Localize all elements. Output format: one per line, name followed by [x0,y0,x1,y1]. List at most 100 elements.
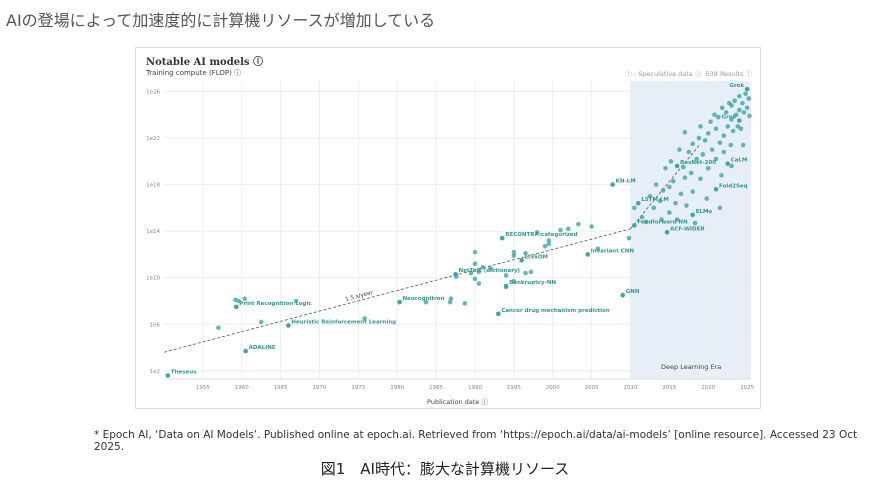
point-label: Fold2Seq [719,183,748,189]
data-point [657,198,663,204]
data-point [647,193,653,199]
point-label: Grok [722,115,737,121]
point-label: CaLM [731,158,748,164]
labeled-data-point [165,373,171,378]
data-point [242,296,248,301]
x-tick-label: 1955 [196,385,210,391]
data-point [690,189,695,194]
data-point [717,140,723,145]
labeled-data-point [737,118,742,123]
labeled-data-point [234,304,239,310]
data-point [472,276,478,282]
labeled-data-point [585,252,591,257]
point-label: GNN [626,289,640,295]
data-point [690,141,695,147]
labeled-data-point [286,323,291,328]
data-point [743,91,748,97]
x-tick-label: 2010 [623,385,637,391]
data-point [740,142,746,148]
data-point [236,298,241,304]
labeled-data-point [632,223,637,228]
data-point [698,176,703,182]
labeled-data-point [713,186,719,192]
data-point [698,124,703,129]
labeled-data-point [496,311,501,317]
results-count: 538 Results ⓘ [705,70,752,78]
labeled-data-point [453,271,458,277]
y-tick-label: 1e22 [146,136,160,142]
point-label: Print Recognition Logic [239,301,311,307]
data-point [694,156,699,162]
data-point [546,241,552,247]
data-point [684,203,689,208]
data-point [476,269,482,275]
data-point [716,114,721,120]
region-label: Deep Learning Era [661,363,721,371]
data-point [688,170,694,176]
data-point [719,172,724,178]
chart-meta: ⓘ : Speculative data ⓘ 538 Results ⓘ [625,68,752,78]
data-point [659,217,664,222]
x-tick-label: 2020 [701,385,715,391]
x-axis-label: Publication date ⓘ [427,398,488,406]
data-point [730,128,736,134]
footnote: * Epoch AI, ‘Data on AI Models’. Publish… [94,429,858,453]
data-point [589,224,594,229]
data-point [503,273,509,278]
point-label: ELMo [696,209,713,215]
y-tick-label: 1e2 [150,369,160,375]
x-tick-label: 1980 [390,385,404,391]
data-point [677,147,682,152]
data-point [423,299,429,305]
scatter-plot: 1955 1960 1965 1970 1975 1980 1985 1990 1995 2000… [146,81,755,406]
data-point [725,124,730,129]
data-point [729,117,734,122]
labeled-data-point [674,163,680,169]
labeled-data-point [397,299,402,305]
data-point [511,253,517,258]
data-point [643,219,649,225]
data-point [737,93,742,99]
data-point [692,220,698,226]
y-tick-label: 1e6 [150,322,161,328]
labeled-data-point [744,86,750,92]
data-point [705,131,711,136]
data-point [362,316,367,321]
x-tick-label: 1970 [312,385,326,391]
data-point [682,129,688,135]
data-point [626,235,632,241]
labeled-data-point [635,200,641,206]
data-point [523,270,528,276]
data-point [651,205,657,211]
data-point [670,178,676,184]
data-point [472,261,478,267]
x-tick-label: 2025 [740,385,754,391]
data-point [744,105,750,111]
data-point [738,126,744,132]
x-tick-label: 1975 [351,385,365,391]
data-point [660,188,666,193]
y-tick-label: 1e14 [146,229,160,235]
data-point [702,138,708,143]
data-point [717,205,723,211]
data-point [729,163,734,169]
data-point [713,126,719,132]
data-point [733,112,739,118]
data-point [673,200,678,206]
data-point [682,175,688,180]
data-point [632,205,637,211]
point-label: Heuristic Reinforcement Learning [291,319,396,325]
chart-card: Notable AI models ⓘ Training compute (FL… [135,47,761,409]
x-tick-label: 2005 [585,385,599,391]
dl-trend-line [630,143,701,230]
x-tick-label: 1990 [468,385,482,391]
x-tick-label: 2000 [546,385,560,391]
data-point [488,266,493,271]
y-tick-label: 1e10 [146,276,160,282]
data-point [700,152,706,157]
figure-caption: 図1 AI時代：膨大な計算機リソース [320,460,570,478]
data-point [448,296,454,301]
data-point [511,278,517,284]
data-point [576,221,581,227]
data-point [704,196,709,201]
